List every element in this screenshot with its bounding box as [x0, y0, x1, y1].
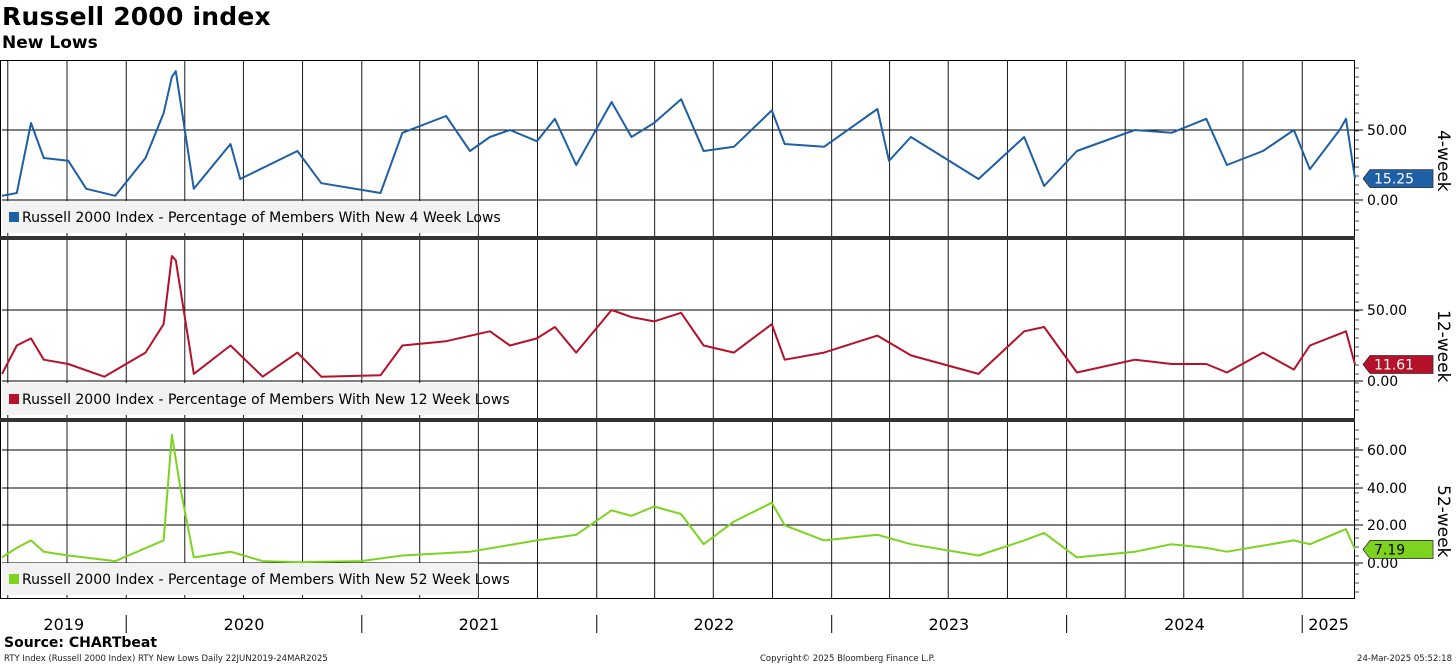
chart-title: Russell 2000 index	[2, 2, 271, 31]
legend-text: Russell 2000 Index - Percentage of Membe…	[22, 392, 510, 408]
legend: Russell 2000 Index - Percentage of Membe…	[2, 201, 501, 233]
panel-label: 52-week	[1433, 485, 1453, 558]
x-tick-label: 2021	[459, 615, 500, 634]
legend-text: Russell 2000 Index - Percentage of Membe…	[22, 572, 510, 588]
y-tick-label: 60.00	[1367, 443, 1407, 459]
last-value-tag: 15.25	[1362, 169, 1434, 189]
panel-label: 12-week	[1433, 310, 1453, 383]
panel-52-week: 60.00 40.00 20.00 0.007.19 52-week Russell 20…	[1, 422, 1453, 598]
y-tick-label: 50.00	[1367, 123, 1407, 139]
footer-series-info: RTY Index (Russell 2000 Index) RTY New L…	[4, 654, 328, 664]
series-line-12-week	[1, 255, 1356, 378]
x-tick-label: 2022	[694, 615, 735, 634]
legend-bg	[2, 201, 478, 233]
chart-frame	[0, 60, 1355, 599]
last-value-tag: 7.19	[1362, 540, 1434, 559]
x-tick-label: 2023	[928, 615, 969, 634]
x-tick-label: 2019	[43, 615, 84, 634]
x-tick-label: 2025	[1308, 615, 1349, 634]
panel-4-week: 50.00 0.00 15.25 4-week Russell 2000 Index -…	[1, 60, 1453, 236]
legend-swatch	[9, 212, 19, 222]
x-tick-label: 2020	[224, 615, 265, 634]
legend-bg	[2, 383, 478, 415]
series-line-52-week	[1, 433, 1356, 564]
last-value-label: 11.61	[1374, 358, 1414, 374]
source-note: Source: CHARTbeat	[4, 635, 158, 651]
y-tick-label: 50.00	[1367, 303, 1407, 319]
legend-swatch	[9, 394, 19, 404]
last-value-tag: 11.61	[1362, 355, 1434, 374]
chart-subtitle: New Lows	[2, 33, 98, 53]
y-tick-label: 0.00	[1367, 193, 1398, 209]
last-value-label: 7.19	[1374, 542, 1405, 558]
y-tick-label: 0.00	[1367, 374, 1398, 390]
footer-copyright: Copyright© 2025 Bloomberg Finance L.P.	[760, 654, 936, 664]
footer-timestamp: 24-Mar-2025 05:52:18	[1357, 654, 1452, 664]
y-tick-label: 0.00	[1367, 556, 1398, 572]
legend-swatch	[9, 574, 19, 584]
y-tick-label: 20.00	[1367, 518, 1407, 534]
y-tick-label: 40.00	[1367, 481, 1407, 497]
legend: Russell 2000 Index - Percentage of Membe…	[2, 383, 510, 415]
last-value-tag-bg	[1362, 355, 1434, 374]
panel-label: 4-week	[1433, 130, 1453, 192]
x-tick-label: 2024	[1164, 615, 1205, 634]
legend-text: Russell 2000 Index - Percentage of Membe…	[22, 210, 501, 226]
x-axis-labels: 2019 2020 2021 2022 2023 2024 2025	[43, 615, 1349, 634]
series-line-4-week	[1, 70, 1356, 197]
legend: Russell 2000 Index - Percentage of Membe…	[2, 563, 510, 595]
last-value-label: 15.25	[1374, 172, 1414, 188]
last-value-tag-bg	[1362, 540, 1434, 559]
last-value-tag-bg	[1362, 169, 1434, 189]
legend-bg	[2, 563, 478, 595]
